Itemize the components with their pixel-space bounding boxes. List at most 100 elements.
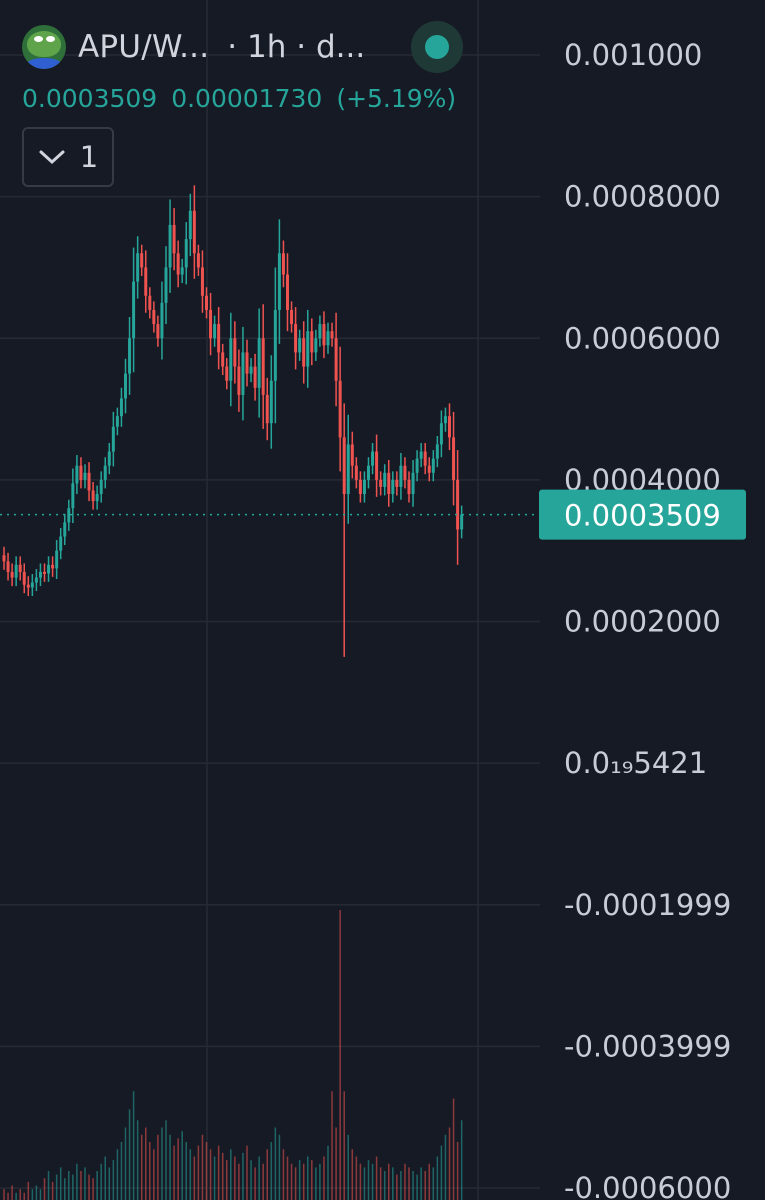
candle-body [99,479,103,495]
volume-bar [412,1171,414,1200]
volume-bar [392,1167,394,1200]
price-change: 0.00001730 [171,84,323,113]
volume-bar [335,1127,337,1200]
volume-bar [383,1171,386,1200]
volume-bar [3,1189,5,1200]
volume-bar [448,1127,451,1200]
current-price: 0.0003509 [22,84,158,113]
volume-bar [440,1145,443,1200]
candle-body [156,324,160,339]
candle-body [75,465,79,484]
volume-bar [452,1098,455,1200]
volume-bar [84,1167,86,1200]
volume-bar [286,1156,289,1200]
volume-bars [3,910,463,1200]
candle-body [47,564,51,574]
volume-bar [258,1156,260,1200]
market-status-dot-icon[interactable] [411,21,464,73]
candle-body [423,451,427,466]
candle-body [452,437,456,480]
collapse-indicators-button[interactable]: 1 [22,127,114,187]
candle-body [245,352,249,374]
volume-bar [262,1163,264,1200]
last-price-label: 0.0003509 [564,499,721,533]
volume-bar [23,1192,25,1200]
volume-bar [68,1171,70,1200]
volume-bar [444,1134,447,1200]
volume-bar [96,1171,98,1200]
candle-body [342,437,346,495]
volume-bar [400,1171,402,1200]
candle-body [14,564,18,578]
volume-bar [27,1181,30,1200]
volume-bar [120,1142,123,1200]
volume-bar [379,1167,382,1200]
candle-body [350,444,354,466]
candle-body [136,253,140,282]
symbol-name[interactable]: APU/W... [78,29,210,65]
candle-body [435,444,439,459]
volume-bar [343,1091,345,1200]
chart-grid [0,0,540,1200]
volume-bar [432,1167,435,1200]
candle-body [115,416,119,427]
volume-bar [371,1163,374,1200]
volume-bar [72,1174,74,1200]
volume-bar [274,1127,277,1200]
candle-body [257,338,261,388]
price-change-percent: (+5.19%) [336,84,457,113]
volume-bar [165,1120,167,1200]
volume-bar [136,1120,139,1200]
price-axis[interactable]: 0.0010000.00080000.00060000.00040000.000… [564,38,731,1200]
candle-body [265,394,269,424]
candle-body [249,366,253,374]
volume-bar [39,1189,42,1200]
candle-body [213,324,217,339]
candle-body [111,426,115,452]
volume-bar [323,1156,325,1200]
candle-body [419,451,423,459]
candle-body [148,295,152,310]
volume-bar [205,1142,208,1200]
candle-body [383,472,387,487]
candle-body [196,253,200,268]
volume-bar [19,1189,21,1200]
volume-bar [140,1134,143,1200]
volume-bar [209,1149,212,1200]
candle-body [26,584,30,588]
candle-body [322,324,326,346]
volume-bar [193,1156,196,1200]
volume-bar [185,1142,187,1200]
candle-body [306,331,310,367]
candle-body [358,479,362,495]
candle-body [180,267,184,275]
interval-label[interactable]: · 1h · d... [227,29,366,65]
frog-logo-icon [22,25,66,69]
candle-body [354,465,358,480]
volume-bar [88,1174,90,1200]
price-candles [2,185,464,657]
candle-body [2,555,6,562]
y-tick-label: -0.0001999 [564,888,731,922]
candle-body [277,253,281,310]
volume-bar [15,1192,17,1200]
candle-body [209,309,213,339]
candle-body [379,479,383,487]
candle-body [443,416,447,424]
price-values: 0.0003509 0.00001730 (+5.19%) [22,84,542,113]
volume-bar [294,1167,297,1200]
candle-body [128,338,132,374]
y-tick-label: 0.0006000 [564,321,721,355]
volume-bar [92,1178,94,1200]
candle-body [200,267,204,296]
volume-bar [217,1145,220,1200]
candle-body [338,380,342,438]
volume-bar [282,1149,285,1200]
volume-bar [367,1160,370,1200]
volume-bar [420,1167,422,1200]
volume-bar [221,1152,224,1200]
volume-bar [31,1189,34,1200]
volume-bar [104,1156,106,1200]
candle-body [71,483,75,509]
